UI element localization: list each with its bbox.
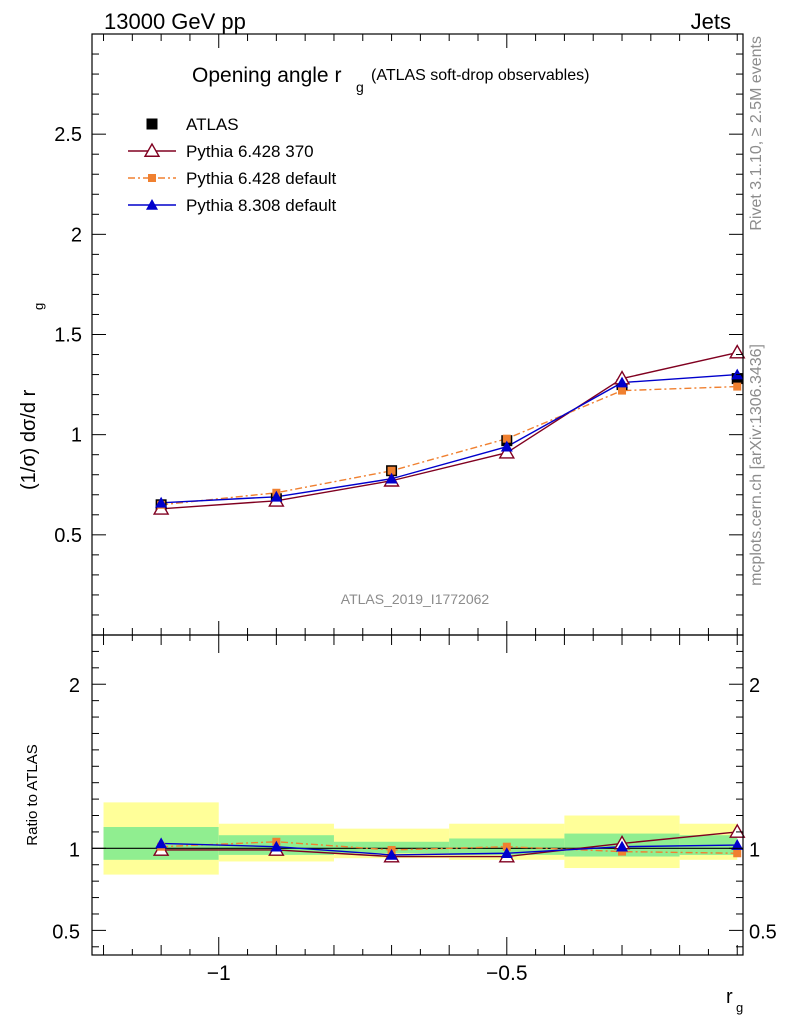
ratio-point-2-4 [616, 840, 629, 852]
ratio-frame [91, 634, 744, 956]
main-ytick-label: 1 [71, 425, 82, 447]
plot-title: Opening angle r [192, 64, 341, 87]
ratio-ytick-label-right: 0.5 [749, 921, 777, 943]
main-point-3-5 [731, 368, 744, 380]
main-point-2-3 [502, 434, 511, 443]
plot-title-main: Opening angle r [192, 64, 341, 87]
ratio-ytick-label-left: 0.5 [52, 921, 80, 943]
legend-marker-0 [146, 118, 158, 130]
legend-label-3: Pythia 8.308 default [186, 196, 337, 215]
ratio-series-lines [161, 831, 738, 858]
ratio-ytick-label-left: 1 [69, 839, 80, 861]
ratio-y-label: Ratio to ATLAS [24, 744, 41, 845]
main-point-2-2 [387, 466, 396, 475]
ratio-series-line-2 [161, 842, 738, 856]
ratio-point-2-1 [270, 840, 283, 852]
ratio-ytick-label-right: 2 [749, 675, 760, 697]
legend-label-0: ATLAS [186, 115, 239, 134]
mcplots-watermark: mcplots.cern.ch [arXiv:1306.3436] [748, 344, 765, 586]
ratio-point-1-3 [502, 842, 511, 851]
plot-title-suffix: (ATLAS soft-drop observables) [371, 67, 589, 84]
main-point-3-1 [270, 490, 283, 502]
main-tick-labels: 0.5 1 1.5 2 2.5 [54, 124, 82, 547]
main-y-label-subscript: g [31, 303, 46, 310]
ratio-point-0-5 [729, 823, 746, 838]
legend-label-2: Pythia 6.428 default [186, 169, 337, 188]
main-plot: 0.5 1 1.5 2 2.5 ATLAS_2019_I1772062 Opening … [18, 33, 746, 636]
main-point-3-3 [500, 440, 513, 452]
main-series-lines [161, 351, 738, 510]
legend: ATLAS Pythia 6.428 370 Pythia 6.428 defaul… [128, 115, 337, 215]
x-axis-label-subscript: g [736, 1000, 743, 1015]
ratio-point-1-5 [733, 849, 742, 858]
ratio-series-line-1 [161, 841, 738, 854]
ratio-tick-labels: 0.5 0.5 1 1 2 2 −1 −0.5 [52, 675, 777, 985]
main-ytick-label: 0.5 [54, 525, 82, 547]
main-series-markers [152, 344, 746, 515]
main-series-line-3 [161, 373, 738, 504]
rivet-watermark: Rivet 3.1.10, ≥ 2.5M events [748, 36, 765, 231]
x-axis-label: r [726, 986, 733, 1008]
plot-title-subscript: g [356, 79, 364, 95]
ratio-point-2-2 [385, 848, 398, 860]
x-tick-label: −1 [207, 962, 231, 985]
main-point-2-4 [618, 386, 627, 395]
analysis-watermark: ATLAS_2019_I1772062 [341, 591, 490, 607]
legend-marker-3 [146, 199, 158, 210]
ratio-point-2-5 [731, 839, 744, 850]
main-point-3-2 [385, 472, 398, 484]
legend-marker-1 [143, 142, 161, 157]
ratio-plot: 0.5 0.5 1 1 2 2 −1 −0.5 Ratio to ATLAS r g [24, 634, 777, 1015]
main-ytick-label: 2.5 [54, 124, 82, 146]
ratio-uncertainty-bands [103, 802, 738, 875]
ratio-ytick-label-right: 1 [749, 839, 760, 861]
x-tick-label: −0.5 [486, 962, 527, 985]
main-point-3-4 [616, 376, 629, 388]
ratio-point-2-3 [500, 847, 513, 859]
main-point-1-3 [498, 444, 516, 459]
ratio-series-line-0 [161, 831, 738, 858]
main-point-3-0 [155, 496, 168, 508]
main-point-2-5 [733, 382, 742, 391]
ratio-point-1-4 [618, 847, 627, 856]
header-right: Jets [691, 9, 731, 34]
ratio-ytick-label-left: 2 [69, 675, 80, 697]
main-ytick-label: 2 [71, 224, 82, 246]
main-ytick-label: 1.5 [54, 325, 82, 347]
main-y-label: (1/σ) dσ/d r [18, 389, 40, 490]
legend-marker-2 [148, 174, 156, 182]
ratio-axis-ticks [92, 635, 743, 955]
main-series-line-2 [161, 385, 738, 506]
main-series-line-1 [161, 351, 738, 510]
header-left: 13000 GeV pp [104, 9, 246, 34]
legend-label-1: Pythia 6.428 370 [186, 142, 314, 161]
ratio-point-2-0 [155, 837, 168, 849]
main-point-1-5 [729, 344, 746, 359]
ratio-series-markers [152, 823, 746, 863]
